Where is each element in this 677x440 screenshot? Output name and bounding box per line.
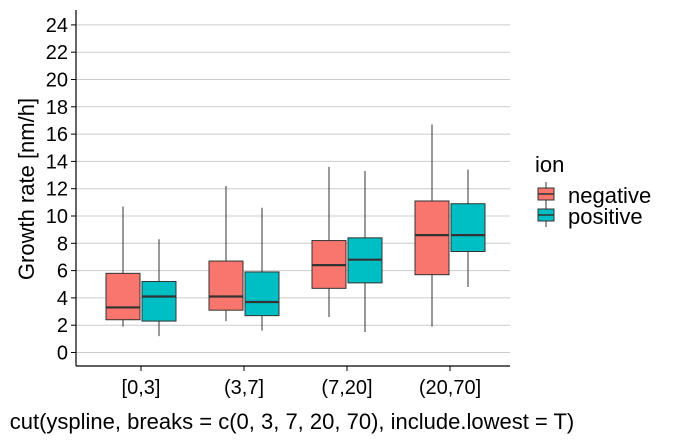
y-tick-label: 14 bbox=[46, 151, 68, 173]
box-layer bbox=[105, 124, 486, 337]
y-tick-label: 12 bbox=[46, 179, 68, 201]
box-iqr bbox=[244, 271, 280, 317]
box-iqr bbox=[208, 260, 244, 311]
box-positive bbox=[347, 170, 383, 333]
box-iqr bbox=[450, 203, 486, 252]
x-tick-label: (20,70] bbox=[419, 377, 481, 399]
box-positive bbox=[141, 239, 177, 337]
x-tick-label: (7,20] bbox=[321, 377, 372, 399]
box-negative bbox=[414, 124, 450, 327]
box-positive bbox=[450, 169, 486, 287]
y-tick-label: 0 bbox=[57, 343, 68, 365]
y-tick-label: 16 bbox=[46, 124, 68, 146]
y-tick-label: 10 bbox=[46, 206, 68, 228]
y-tick-label: 18 bbox=[46, 97, 68, 119]
box-iqr bbox=[141, 281, 177, 322]
x-axis-ticks: [0,3] (3,7] (7,20] (20,70] bbox=[122, 366, 481, 399]
y-tick-label: 8 bbox=[57, 233, 68, 255]
y-tick-label: 24 bbox=[46, 15, 68, 37]
box-positive bbox=[244, 207, 280, 331]
legend-item-negative: negative bbox=[537, 182, 651, 208]
box-negative bbox=[208, 185, 244, 322]
box-iqr bbox=[105, 272, 141, 321]
y-axis-title: Growth rate [nm/h] bbox=[14, 98, 39, 280]
y-tick-label: 4 bbox=[57, 288, 68, 310]
y-tick-label: 22 bbox=[46, 42, 68, 64]
box-iqr bbox=[414, 200, 450, 276]
legend-label: positive bbox=[568, 204, 643, 229]
box-negative bbox=[311, 166, 347, 318]
legend-title: ion bbox=[535, 152, 564, 177]
y-tick-label: 6 bbox=[57, 261, 68, 283]
x-tick-label: [0,3] bbox=[122, 377, 161, 399]
y-tick-label: 2 bbox=[57, 315, 68, 337]
y-tick-label: 20 bbox=[46, 70, 68, 92]
x-tick-label: (3,7] bbox=[224, 377, 264, 399]
legend-item-positive: positive bbox=[537, 203, 643, 229]
legend-label: negative bbox=[568, 183, 651, 208]
x-axis-title: cut(yspline, breaks = c(0, 3, 7, 20, 70)… bbox=[10, 409, 575, 434]
box-negative bbox=[105, 206, 141, 327]
grid-lines bbox=[76, 24, 510, 353]
